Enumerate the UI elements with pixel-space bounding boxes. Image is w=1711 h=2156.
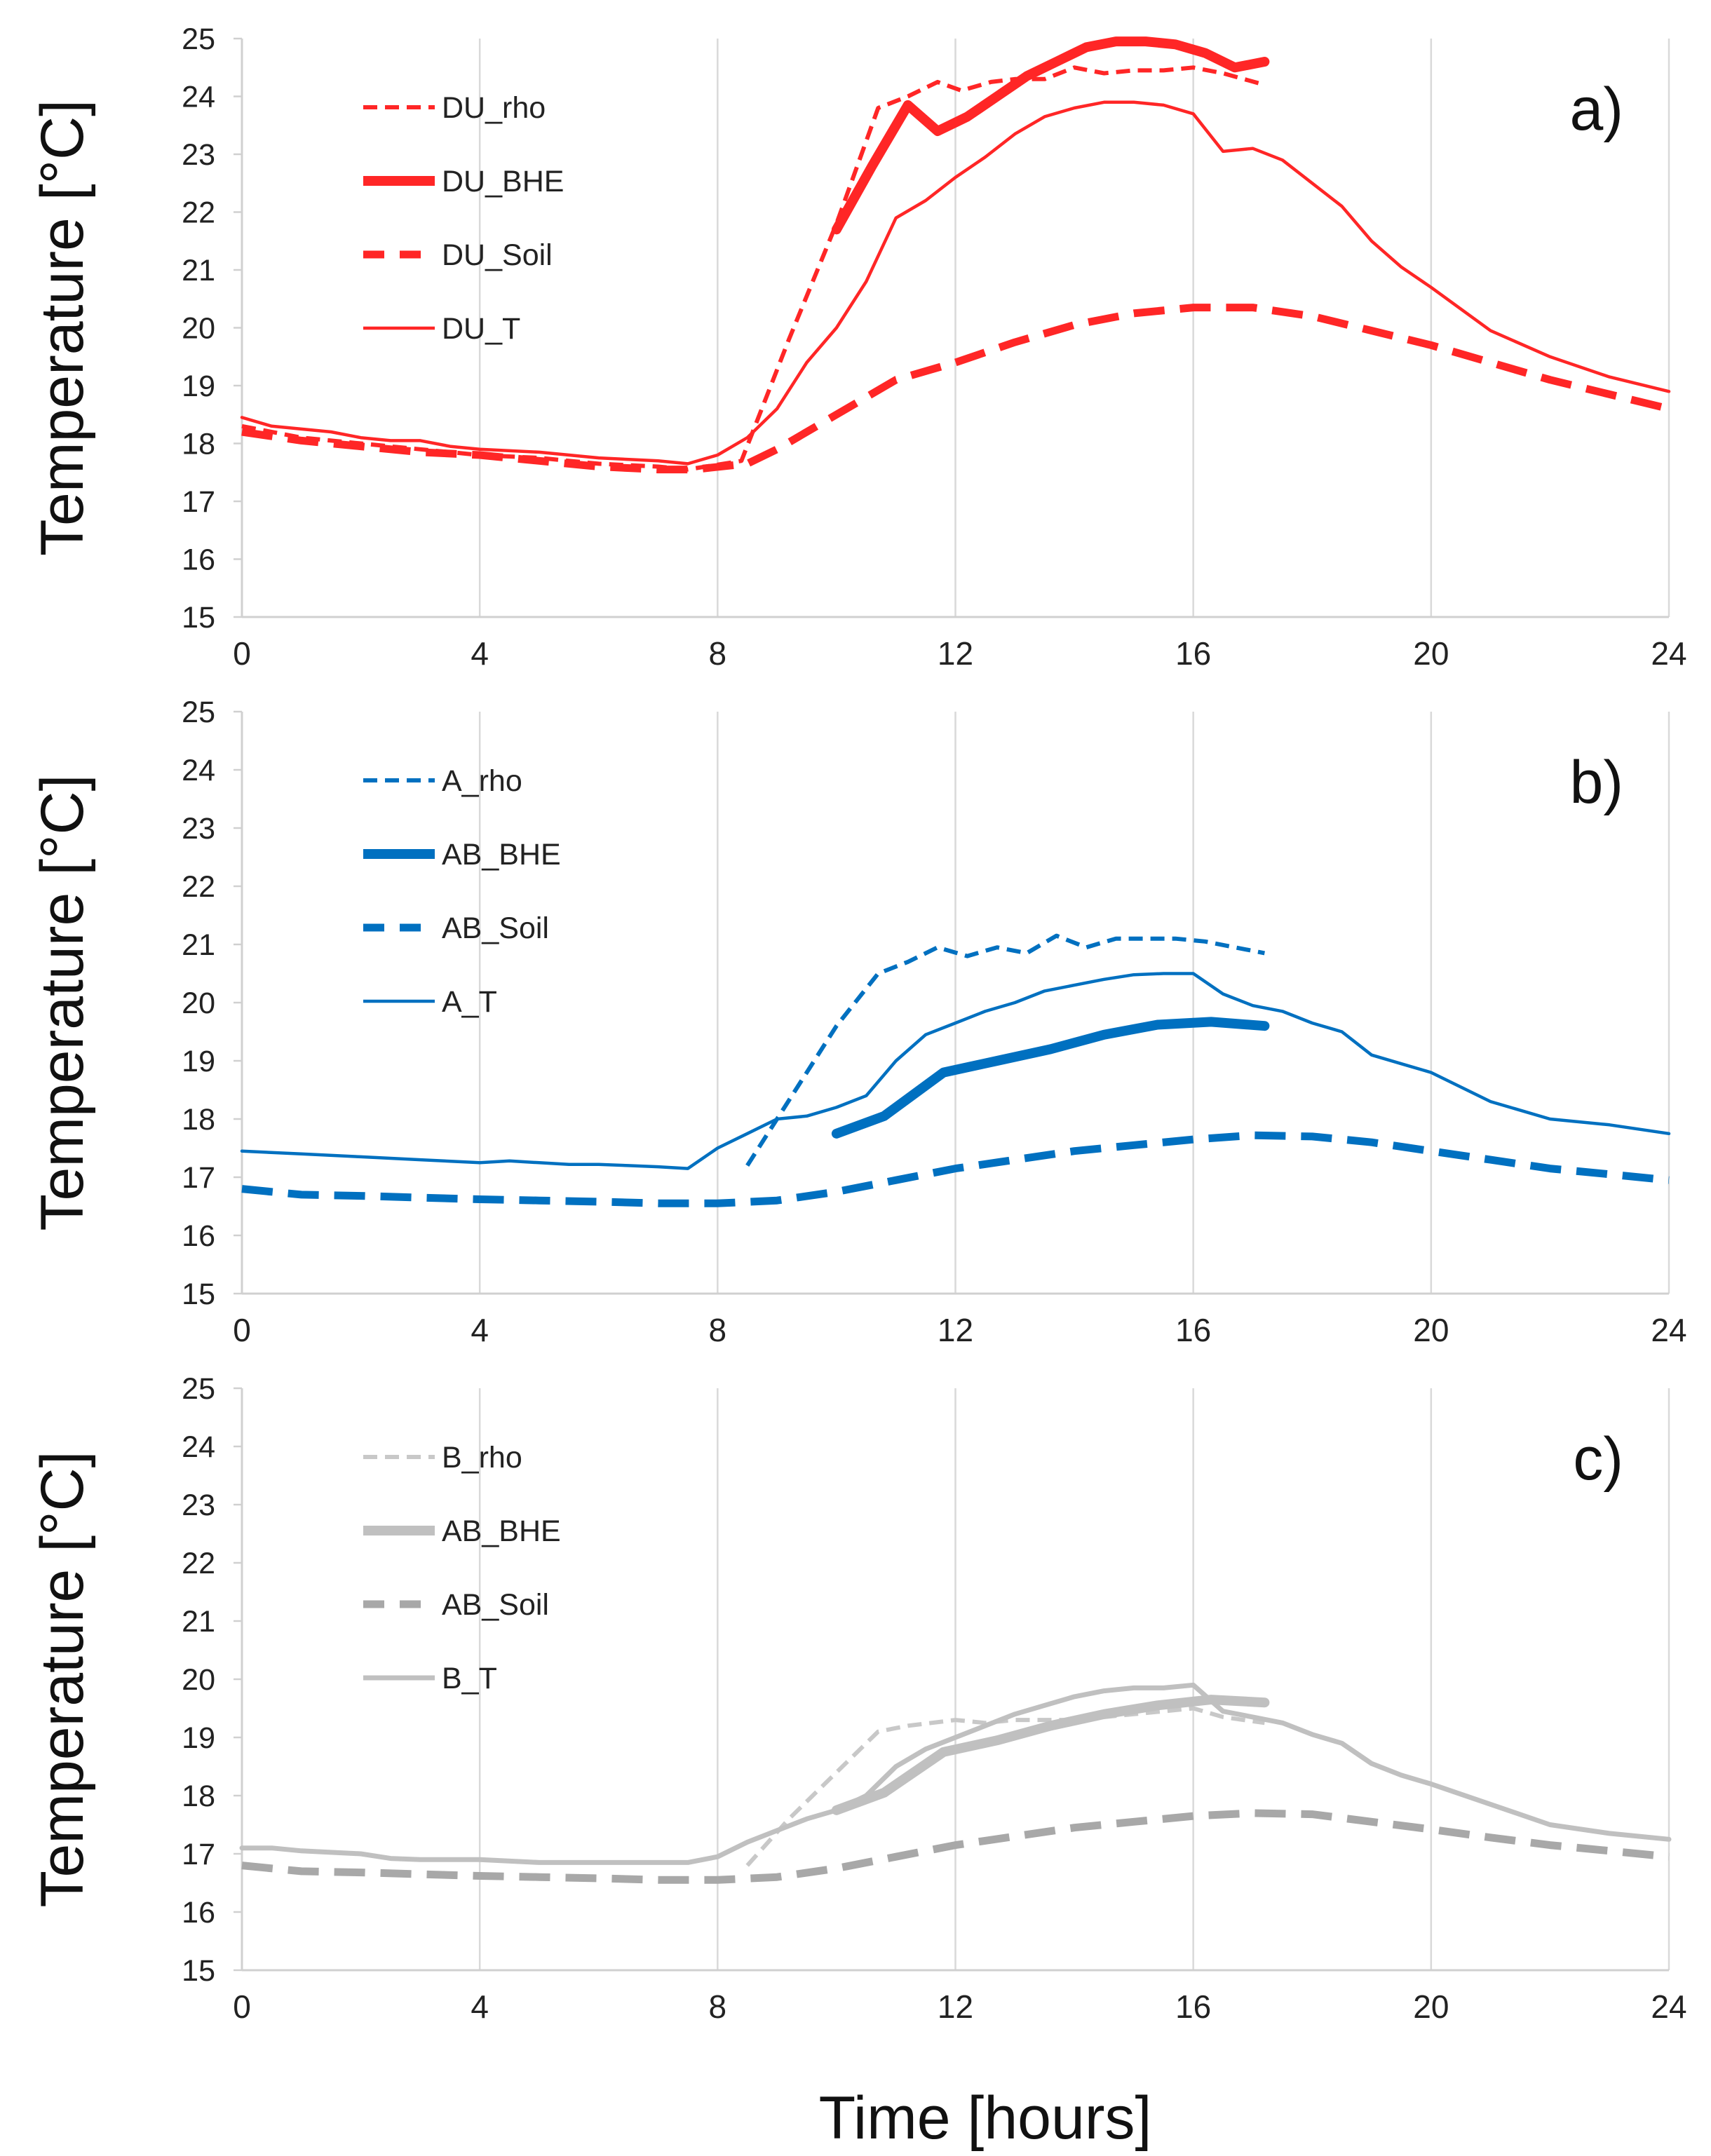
y-axis-title: Temperature [°C] (29, 100, 96, 556)
x-axis-title: Time [hours] (819, 2084, 1152, 2152)
x-tick-label: 24 (1651, 1988, 1686, 2025)
y-axis-title: Temperature [°C] (29, 775, 96, 1231)
y-tick-label: 21 (182, 254, 215, 287)
legend-label: A_T (442, 985, 497, 1019)
x-tick-label: 0 (233, 1312, 251, 1348)
y-tick-label: 25 (182, 1372, 215, 1406)
series-line-du-t (240, 100, 1671, 466)
legend-label: AB_Soil (442, 911, 549, 945)
panel-label: a) (1570, 76, 1623, 143)
x-tick-label: 12 (938, 1312, 973, 1348)
y-tick-label: 19 (182, 369, 215, 403)
y-tick-label: 16 (182, 1896, 215, 1930)
y-tick-label: 16 (182, 1219, 215, 1253)
y-tick-label: 17 (182, 485, 215, 519)
chart-panel: 15 16 17 18 19 20 21 22 23 24 25 0 4 8 12 16 20 24 Tempera… (29, 696, 1687, 1348)
y-tick-label: 23 (182, 1489, 215, 1522)
y-tick-label: 21 (182, 928, 215, 962)
legend-label: DU_BHE (442, 165, 564, 198)
x-tick-label: 0 (233, 635, 251, 672)
y-tick-label: 16 (182, 543, 215, 577)
x-tick-label: 8 (709, 1312, 727, 1348)
x-tick-label: 24 (1651, 1312, 1686, 1348)
y-tick-label: 18 (182, 428, 215, 461)
legend-label: DU_Soil (442, 238, 553, 272)
series-line-du-bhe (831, 36, 1270, 235)
y-tick-label: 24 (182, 754, 215, 787)
x-tick-label: 4 (471, 1312, 489, 1348)
x-tick-label: 4 (471, 635, 489, 672)
y-tick-label: 20 (182, 312, 215, 346)
x-tick-label: 12 (938, 1988, 973, 2025)
legend-label: B_T (442, 1662, 497, 1695)
x-tick-label: 4 (471, 1988, 489, 2025)
series-line-a-t (240, 972, 1671, 1170)
y-tick-label: 23 (182, 812, 215, 846)
series-line-ab-bhe (831, 1017, 1270, 1139)
legend-label: DU_T (442, 312, 520, 346)
chart-panel: 15 16 17 18 19 20 21 22 23 24 25 0 4 8 12 16 20 24 Tempera… (29, 1372, 1687, 2025)
x-tick-label: 16 (1175, 1312, 1211, 1348)
series-line-b-rho (745, 1706, 1265, 1867)
y-tick-label: 17 (182, 1838, 215, 1871)
legend-label: B_rho (442, 1441, 522, 1474)
y-tick-label: 24 (182, 81, 215, 114)
y-tick-label: 24 (182, 1430, 215, 1464)
series-line-ab-bhe (831, 1695, 1270, 1815)
y-tick-label: 15 (182, 1277, 215, 1311)
chart-panel: 15 16 17 18 19 20 21 22 23 24 25 0 4 8 12 16 20 24 Tempera… (29, 22, 1687, 672)
legend-label: A_rho (442, 764, 522, 798)
y-tick-label: 15 (182, 601, 215, 635)
y-tick-label: 21 (182, 1605, 215, 1639)
legend-label: DU_rho (442, 91, 546, 125)
y-tick-label: 23 (182, 138, 215, 172)
x-tick-label: 24 (1651, 635, 1686, 672)
y-tick-label: 22 (182, 870, 215, 904)
y-tick-label: 17 (182, 1161, 215, 1195)
y-tick-label: 15 (182, 1954, 215, 1988)
x-tick-label: 16 (1175, 635, 1211, 672)
x-tick-label: 20 (1413, 1312, 1449, 1348)
y-tick-label: 20 (182, 987, 215, 1020)
y-axis-title: Temperature [°C] (29, 1451, 96, 1908)
x-tick-label: 20 (1413, 635, 1449, 672)
panel-label: b) (1570, 749, 1623, 816)
panel-label: c) (1573, 1425, 1623, 1493)
y-tick-label: 25 (182, 22, 215, 56)
series-line-ab-soil (241, 1131, 1670, 1207)
legend-label: AB_BHE (442, 838, 561, 872)
y-tick-label: 22 (182, 196, 215, 230)
x-tick-label: 0 (233, 1988, 251, 2025)
x-tick-label: 12 (938, 635, 973, 672)
legend-label: AB_BHE (442, 1514, 561, 1548)
x-tick-label: 20 (1413, 1988, 1449, 2025)
x-tick-label: 8 (709, 1988, 727, 2025)
legend-label: AB_Soil (442, 1588, 549, 1622)
x-tick-label: 8 (709, 635, 727, 672)
y-tick-label: 18 (182, 1103, 215, 1137)
y-tick-label: 19 (182, 1721, 215, 1755)
panels: 15 16 17 18 19 20 21 22 23 24 25 0 4 8 12 16 20 24 Tempera… (29, 22, 1687, 2025)
series-line-du-soil (241, 304, 1670, 474)
series-line-a-rho (745, 933, 1265, 1167)
x-tick-label: 16 (1175, 1988, 1211, 2025)
series-line-b-t (239, 1682, 1672, 1865)
y-tick-label: 19 (182, 1045, 215, 1078)
y-tick-label: 18 (182, 1779, 215, 1813)
series-line-ab-soil (241, 1809, 1670, 1884)
y-tick-label: 25 (182, 696, 215, 729)
y-tick-label: 22 (182, 1547, 215, 1580)
y-tick-label: 20 (182, 1663, 215, 1697)
